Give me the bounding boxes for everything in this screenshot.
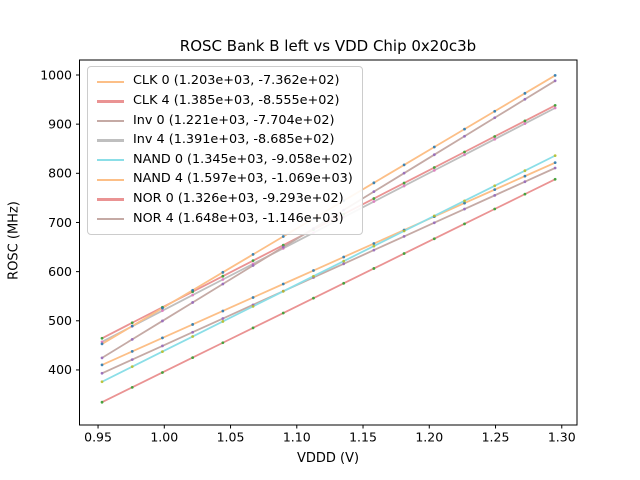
legend-line-swatch: [97, 198, 124, 201]
legend-row-inv-0: Inv 0 (1.221e+03, -7.704e+02): [97, 111, 353, 131]
y-tick-label: 800: [48, 166, 72, 181]
x-tick-label: 1.15: [349, 430, 377, 445]
y-tick-label: 500: [48, 313, 72, 328]
legend-label: NOR 4 (1.648e+03, -1.146e+03): [133, 210, 344, 226]
legend-row-nor-4: NOR 4 (1.648e+03, -1.146e+03): [97, 209, 353, 229]
legend-label: Inv 0 (1.221e+03, -7.704e+02): [133, 112, 335, 128]
series-markers-nor-4: [100, 79, 557, 360]
x-tick-label: 1.10: [283, 430, 311, 445]
legend-line-swatch: [97, 158, 124, 162]
plot-spines: [79, 59, 578, 426]
y-tick-label: 400: [48, 362, 72, 377]
legend-row-inv-4: Inv 4 (1.391e+03, -8.685e+02): [97, 131, 353, 151]
x-tick-label: 1.20: [415, 430, 443, 445]
x-tick-label: 0.95: [84, 430, 112, 445]
y-tick-label: 1000: [40, 67, 72, 82]
series-line-nand-0: [101, 154, 557, 383]
x-tick-label: 1.05: [217, 430, 245, 445]
legend-line-swatch: [97, 80, 124, 83]
x-tick-label: 1.00: [150, 430, 178, 445]
x-axis-label: VDDD (V): [296, 451, 360, 466]
y-tick-label: 600: [48, 264, 72, 279]
legend-row-nand-4: NAND 4 (1.597e+03, -1.069e+03): [97, 170, 353, 190]
legend-label: CLK 0 (1.203e+03, -7.362e+02): [133, 73, 340, 89]
y-axis-label: ROSC (MHz): [6, 201, 22, 280]
series-markers-clk-0: [100, 161, 557, 367]
legend-line-swatch: [97, 119, 124, 123]
legend-line-swatch: [97, 139, 124, 142]
x-tick-label: 1.30: [548, 430, 576, 445]
legend-line-swatch: [97, 100, 124, 103]
series-markers-nand-0: [100, 154, 557, 384]
series-markers-nand-4: [100, 74, 557, 346]
series-line-nor-0: [101, 178, 557, 404]
series-line-inv-0: [101, 167, 557, 375]
y-tick-label: 900: [48, 116, 72, 131]
legend-label: NAND 4 (1.597e+03, -1.069e+03): [133, 171, 353, 187]
legend-label: CLK 4 (1.385e+03, -8.555e+02): [133, 92, 340, 108]
legend-row-nand-0: NAND 0 (1.345e+03, -9.058e+02): [97, 150, 353, 170]
legend-row-clk-4: CLK 4 (1.385e+03, -8.555e+02): [97, 92, 353, 112]
legend-row-clk-0: CLK 0 (1.203e+03, -7.362e+02): [97, 72, 353, 92]
legend-row-nor-0: NOR 0 (1.326e+03, -9.293e+02): [97, 190, 353, 210]
legend-label: NAND 0 (1.345e+03, -9.058e+02): [133, 151, 353, 167]
legend-line-swatch: [97, 217, 124, 221]
series-line-clk-0: [101, 161, 557, 366]
legend-label: Inv 4 (1.391e+03, -8.685e+02): [133, 132, 335, 148]
legend-line-swatch: [97, 178, 124, 181]
x-tick-label: 1.25: [482, 430, 510, 445]
chart-title: ROSC Bank B left vs VDD Chip 0x20c3b: [179, 37, 477, 55]
legend-label: NOR 0 (1.326e+03, -9.293e+02): [133, 190, 344, 206]
legend: CLK 0 (1.203e+03, -7.362e+02) CLK 4 (1.38…: [87, 66, 363, 235]
y-tick-label: 700: [48, 215, 72, 230]
series-markers-nor-0: [100, 177, 557, 404]
